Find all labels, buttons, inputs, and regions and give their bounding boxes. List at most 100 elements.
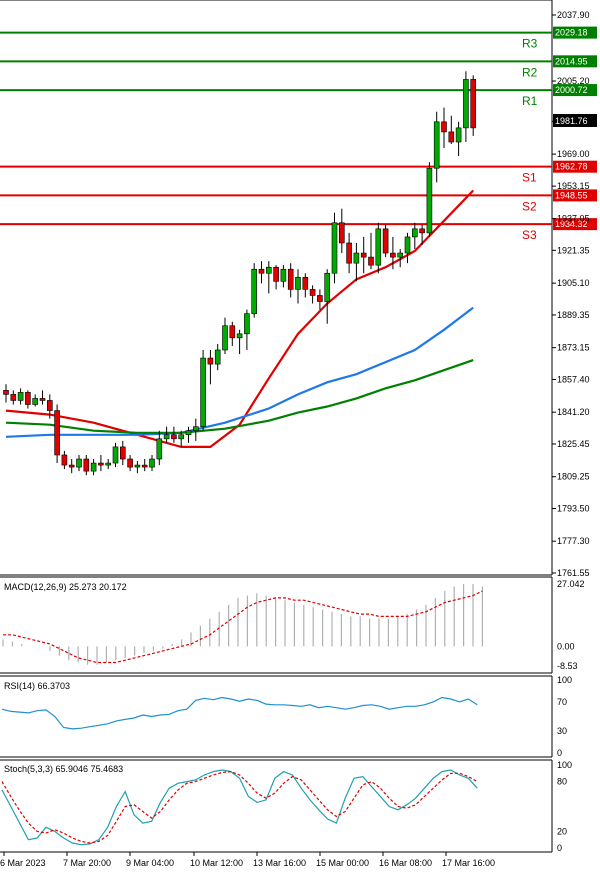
candle-bearish	[360, 252, 367, 258]
price-tick-label: 1793.50	[557, 503, 590, 513]
macd-axis-ticks: 27.042 0.00 -8.53	[557, 579, 585, 671]
rsi-line	[1, 696, 478, 730]
stoch-tick-label: 20	[557, 826, 567, 836]
time-tick-label: 13 Mar 16:00	[253, 858, 306, 868]
stoch-tick-label: 0	[557, 843, 562, 853]
price-tick-label: 1969.00	[557, 149, 590, 159]
candle-bullish	[280, 268, 287, 282]
candle-bearish	[120, 446, 126, 460]
candle-bearish	[441, 121, 447, 133]
candle-bearish	[382, 228, 389, 254]
pivot-name-s1: S1	[522, 171, 537, 185]
macd-signal-line	[3, 590, 483, 664]
stoch-pane: Stoch(5,3,3) 65.9046 75.4683 100 80 20 0	[0, 759, 572, 853]
time-axis-ticks: 6 Mar 2023 7 Mar 20:00 9 Mar 04:00 10 Mar 1…	[0, 852, 495, 868]
current-price-tag: 1981.76	[553, 114, 597, 127]
current-price-label: 1981.76	[555, 116, 588, 126]
candle-bullish	[185, 430, 192, 436]
pivot-name-s3: S3	[522, 228, 537, 242]
moving-average-line-1	[5, 306, 474, 438]
macd-tick-label: -8.53	[557, 661, 578, 671]
pivot-tag-r3: 2029.18	[555, 28, 588, 38]
candle-bullish	[156, 438, 163, 460]
pivot-name-r2: R2	[522, 65, 538, 79]
candle-bearish	[470, 79, 477, 129]
candle-bullish	[463, 79, 469, 129]
candle-bearish	[338, 222, 345, 244]
price-tick-label: 1937.05	[557, 214, 590, 224]
time-tick-label: 10 Mar 12:00	[190, 858, 243, 868]
pivot-name-r3: R3	[522, 37, 538, 51]
price-tick-label: 1953.15	[557, 181, 590, 191]
candle-bearish	[229, 325, 236, 339]
stoch-tick-label: 80	[557, 777, 567, 787]
candle-bullish	[17, 392, 24, 401]
time-tick-label: 17 Mar 16:00	[442, 858, 495, 868]
time-tick-label: 9 Mar 04:00	[126, 858, 174, 868]
pivot-tag-box-r3	[553, 26, 597, 39]
pivot-tag-s2: 1948.55	[555, 190, 588, 200]
candle-bullish	[455, 127, 462, 143]
candle-bullish	[32, 398, 39, 405]
candle-bearish	[171, 434, 177, 440]
pivot-tag-r2: 2014.95	[555, 56, 588, 66]
candle-bearish	[61, 454, 68, 466]
price-tick-label: 1873.15	[557, 343, 590, 353]
candle-bullish	[251, 268, 257, 314]
pivot-tag-box-r1	[553, 84, 597, 97]
candle-bullish	[433, 121, 440, 169]
stoch-axis-ticks: 100 80 20 0	[557, 760, 572, 853]
stoch-series	[1, 769, 478, 846]
rsi-title: RSI(14) 66.3703	[4, 681, 70, 691]
candle-bullish	[404, 236, 411, 254]
price-tick-label: 1809.25	[557, 472, 590, 482]
stoch-tick-label: 100	[557, 760, 572, 770]
candle-bearish	[39, 398, 46, 401]
rsi-tick-label: 0	[557, 748, 562, 758]
candle-bullish	[149, 458, 155, 468]
candle-bearish	[3, 390, 9, 395]
candles	[3, 71, 477, 476]
candle-bullish	[200, 357, 206, 428]
candle-bullish	[105, 462, 111, 466]
rsi-tick-label: 70	[557, 697, 567, 707]
candle-bearish	[25, 392, 31, 405]
price-pane: R3 2029.18 R2 2014.95 R1 2000.72 S1 1962.78 S2 19…	[0, 0, 597, 578]
candle-bearish	[448, 131, 455, 143]
candle-bearish	[273, 266, 279, 282]
price-tick-label: 2037.90	[557, 10, 590, 20]
moving-average-line-2	[5, 359, 474, 434]
candle-bearish	[287, 268, 294, 290]
pivot-tag-box-r2	[553, 55, 597, 68]
candle-bullish	[236, 333, 243, 339]
candle-bearish	[302, 276, 309, 290]
candle-bearish	[317, 295, 323, 302]
candle-bearish	[98, 462, 104, 466]
candle-bullish	[397, 252, 404, 258]
rsi-axis-ticks: 100 70 30 0	[557, 675, 572, 758]
price-tick-label: 1761.55	[557, 568, 590, 578]
price-tick-label: 1905.10	[557, 278, 590, 288]
pivot-tag-s1: 1962.78	[555, 162, 588, 172]
candle-bullish	[244, 313, 250, 335]
candle-bullish	[112, 446, 119, 464]
candle-bearish	[46, 400, 53, 411]
stoch-title: Stoch(5,3,3) 65.9046 75.4683	[4, 764, 123, 774]
stoch-k-line	[1, 769, 478, 846]
pivot-levels: R3 2029.18 R2 2014.95 R1 2000.72 S1 1962.78 S2 19…	[0, 26, 597, 242]
candle-bullish	[193, 426, 199, 432]
price-tick-label: 1777.30	[557, 536, 590, 546]
price-tick-label: 1921.35	[557, 245, 590, 255]
macd-pane: MACD(12,26,9) 25.273 20.172 27.042 0.00 -8…	[0, 576, 585, 674]
candle-bearish	[83, 458, 90, 472]
candle-bullish	[295, 276, 301, 290]
candle-bullish	[214, 349, 221, 365]
price-tick-label: 1889.35	[557, 310, 590, 320]
rsi-tick-label: 30	[557, 726, 567, 736]
candle-bearish	[368, 256, 374, 266]
candle-bearish	[419, 228, 425, 234]
candle-bullish	[76, 458, 82, 468]
price-tick-label: 1825.45	[557, 439, 590, 449]
candle-bullish	[324, 272, 331, 302]
